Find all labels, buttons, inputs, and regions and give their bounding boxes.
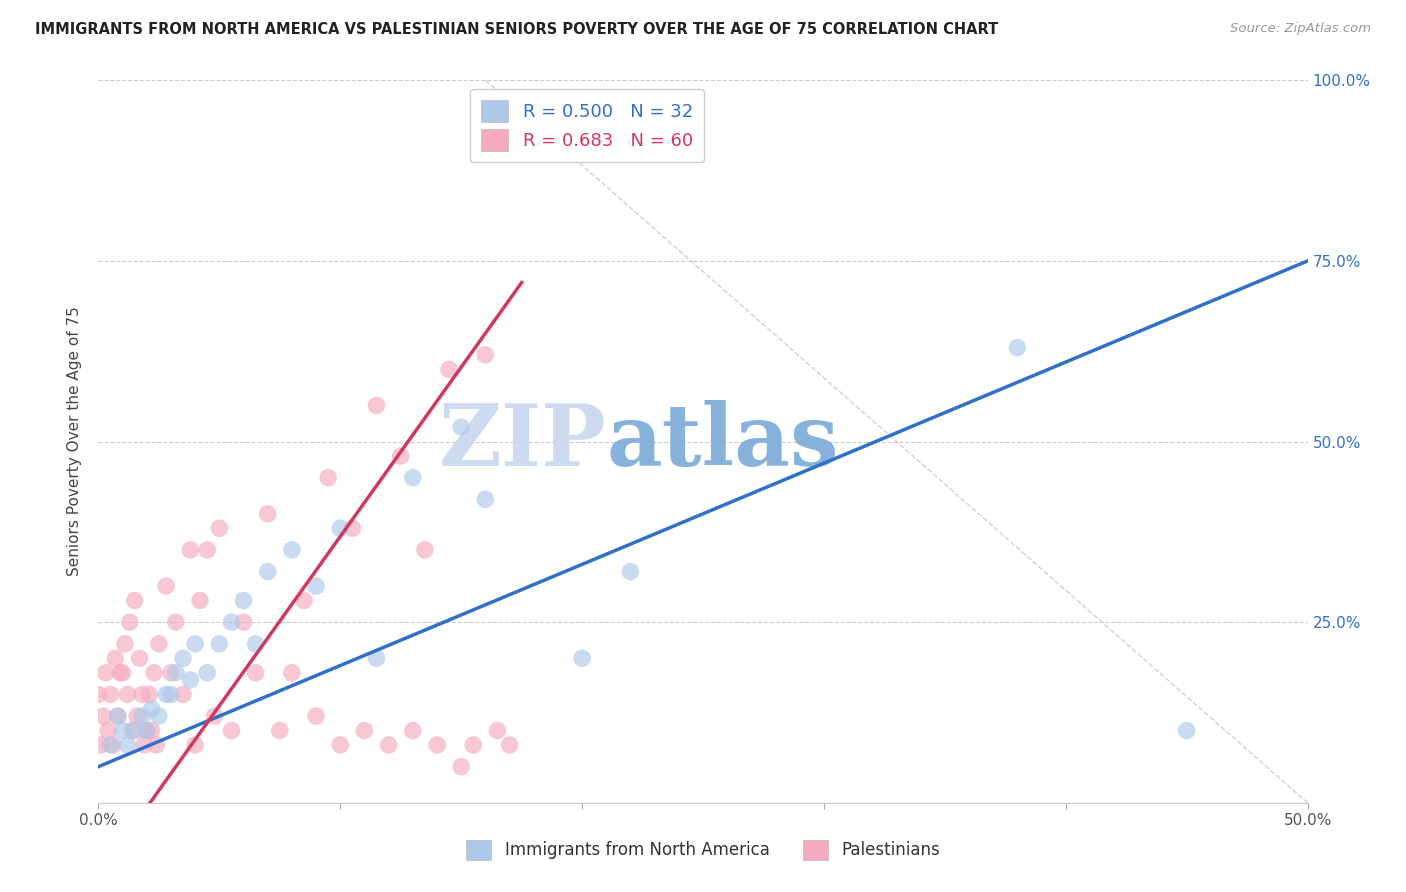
Point (353, 723, 375, 738)
Point (329, 521, 352, 535)
Point (100, 738, 122, 752)
Point (165, 615, 187, 630)
Point (463, 738, 485, 752)
Point (221, 723, 243, 738)
Point (165, 665, 187, 680)
Point (305, 709, 328, 723)
Point (87, 687, 110, 701)
Point (111, 723, 134, 738)
Point (143, 665, 166, 680)
Point (208, 637, 231, 651)
Point (402, 470, 425, 484)
Point (131, 709, 153, 723)
Point (1175, 723, 1198, 738)
Point (377, 738, 399, 752)
Point (195, 542, 218, 557)
Point (1007, 341, 1029, 355)
Point (117, 687, 139, 701)
Point (145, 738, 167, 752)
Point (155, 687, 177, 701)
Point (127, 709, 149, 723)
Point (245, 637, 267, 651)
Point (107, 709, 129, 723)
Point (138, 687, 160, 701)
Point (124, 723, 146, 738)
Point (195, 665, 218, 680)
Point (204, 709, 226, 723)
Point (124, 593, 146, 607)
Point (208, 521, 231, 535)
Point (292, 593, 315, 607)
Point (389, 449, 412, 463)
Point (232, 593, 254, 607)
Point (486, 723, 509, 738)
Point (128, 651, 150, 665)
Point (104, 651, 127, 665)
Point (256, 565, 278, 579)
Point (184, 637, 207, 651)
Point (90, 738, 112, 752)
Point (148, 709, 170, 723)
Point (160, 687, 183, 701)
Text: IMMIGRANTS FROM NORTH AMERICA VS PALESTINIAN SENIORS POVERTY OVER THE AGE OF 75 : IMMIGRANTS FROM NORTH AMERICA VS PALESTI… (35, 22, 998, 37)
Point (100, 687, 122, 701)
Point (402, 723, 425, 738)
Point (107, 709, 129, 723)
Point (498, 738, 520, 752)
Point (117, 738, 139, 752)
Point (281, 665, 304, 680)
Point (366, 398, 388, 412)
Point (121, 723, 143, 738)
Point (94, 665, 117, 680)
Point (172, 651, 194, 665)
Point (342, 521, 364, 535)
Point (571, 651, 593, 665)
Text: Source: ZipAtlas.com: Source: ZipAtlas.com (1230, 22, 1371, 36)
Text: ZIP: ZIP (439, 400, 606, 483)
Point (184, 738, 207, 752)
Point (160, 665, 183, 680)
Point (135, 723, 157, 738)
Point (413, 542, 436, 557)
Point (141, 702, 163, 716)
Y-axis label: Seniors Poverty Over the Age of 75: Seniors Poverty Over the Age of 75 (67, 307, 83, 576)
Point (91, 709, 114, 723)
Legend: Immigrants from North America, Palestinians: Immigrants from North America, Palestini… (460, 833, 946, 867)
Point (474, 348, 496, 362)
Point (221, 615, 243, 630)
Point (114, 637, 136, 651)
Point (111, 665, 134, 680)
Point (316, 470, 339, 484)
Point (245, 665, 267, 680)
Point (232, 615, 254, 630)
Point (155, 579, 177, 593)
Point (141, 723, 163, 738)
Point (474, 492, 496, 507)
Point (148, 637, 170, 651)
Point (366, 651, 388, 665)
Point (426, 738, 449, 752)
Point (450, 420, 472, 434)
Point (172, 687, 194, 701)
Point (179, 542, 201, 557)
Point (256, 507, 278, 521)
Point (134, 738, 156, 752)
Point (437, 362, 460, 376)
Point (179, 673, 201, 687)
Point (118, 615, 141, 630)
Point (619, 565, 641, 579)
Point (450, 760, 472, 774)
Point (131, 687, 153, 701)
Point (281, 542, 304, 557)
Point (305, 579, 328, 593)
Point (188, 593, 211, 607)
Point (329, 738, 352, 752)
Text: atlas: atlas (606, 400, 839, 483)
Point (269, 723, 291, 738)
Point (101, 738, 124, 752)
Point (108, 665, 131, 680)
Point (97, 723, 120, 738)
Point (135, 723, 157, 738)
